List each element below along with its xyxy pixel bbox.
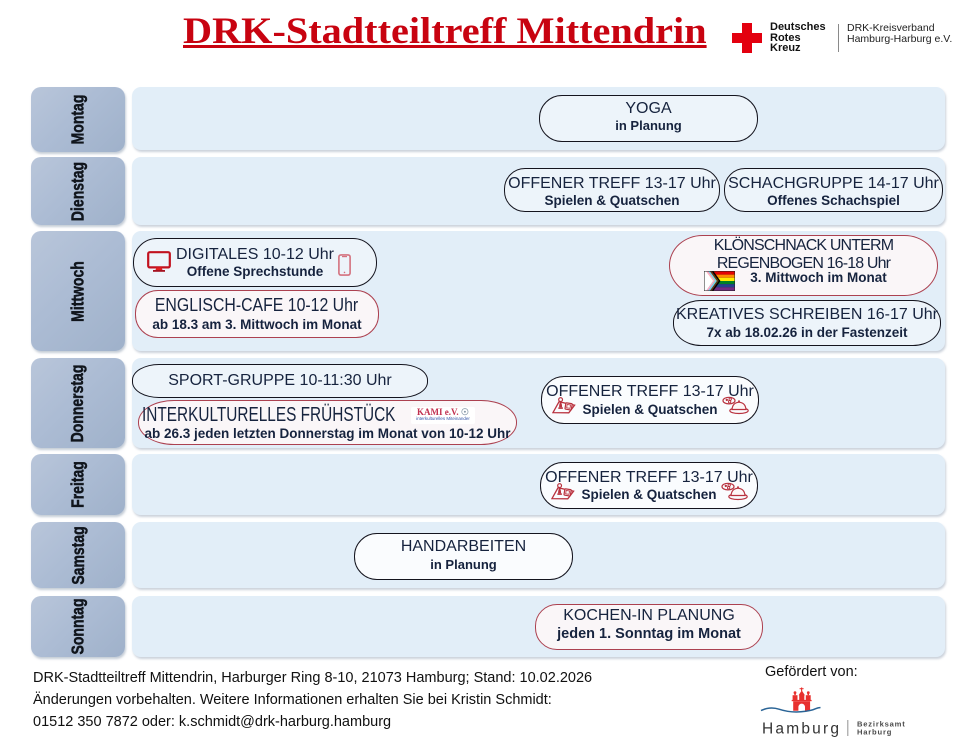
svg-text:Hamburg: Hamburg — [762, 721, 841, 738]
svg-text:Bezirksamt: Bezirksamt — [857, 720, 906, 729]
svg-text:Harburg: Harburg — [857, 728, 892, 737]
